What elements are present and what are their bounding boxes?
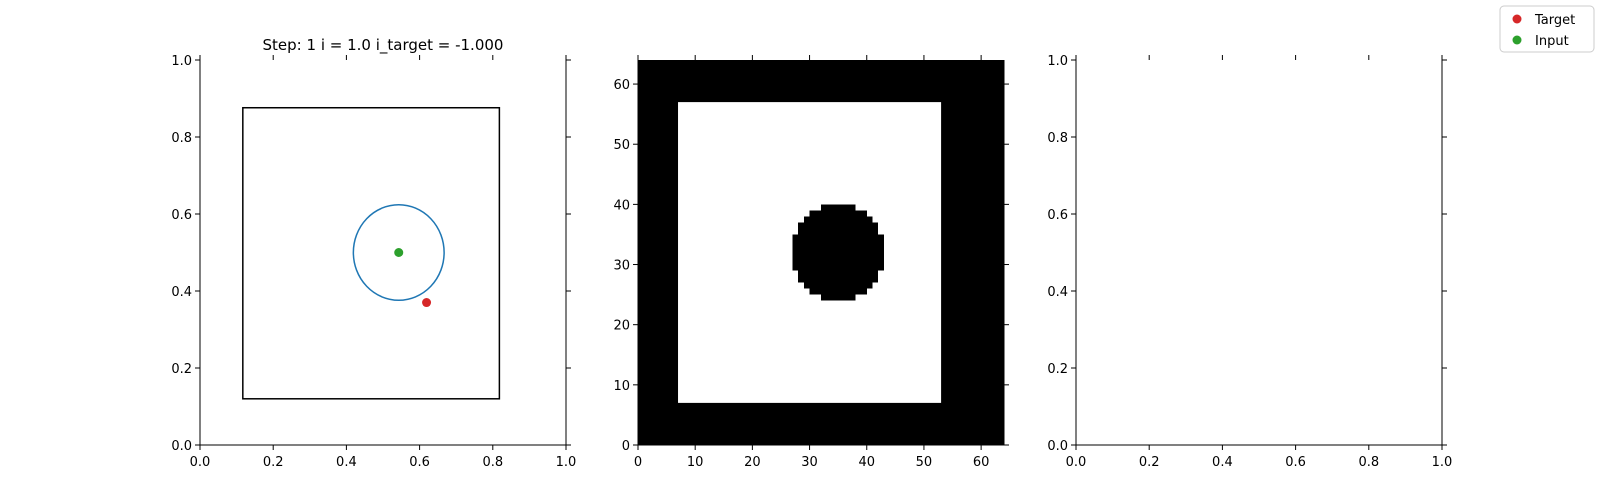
x-tick-label: 0.0 (190, 455, 211, 470)
x-tick-label: 0.8 (482, 455, 503, 470)
panel-occupancy-image: 0 10 20 30 40 50 60 0 10 20 30 40 50 60 (613, 55, 1009, 470)
y-tick-label: 50 (613, 138, 630, 153)
x-tick-label: 0.4 (1212, 455, 1233, 470)
y-tick-label: 20 (613, 319, 630, 334)
legend: Target Input (1499, 5, 1595, 53)
arena-rectangle (242, 106, 501, 400)
y-tick-label: 0.0 (171, 439, 192, 454)
x-tick-label: 1.0 (1432, 455, 1453, 470)
x-tick-label: 0.2 (263, 455, 284, 470)
y-tick-label: 0.8 (1047, 131, 1068, 146)
x-tick-label: 0.6 (409, 455, 430, 470)
legend-box (1499, 5, 1595, 53)
y-tick-label: 40 (613, 198, 630, 213)
x-tick-label: 30 (801, 455, 818, 470)
y-tick-label: 0.6 (1047, 208, 1068, 223)
y-tick-label: 0.4 (1047, 285, 1068, 300)
x-tick-label: 10 (687, 455, 704, 470)
x-tick-label: 20 (744, 455, 761, 470)
legend-label-input: Input (1535, 34, 1569, 49)
x-tick-label: 0.8 (1358, 455, 1379, 470)
x-tick-label: 0 (634, 455, 642, 470)
y-tick-label: 10 (613, 379, 630, 394)
y-tick-label: 0.0 (1047, 439, 1068, 454)
legend-label-target: Target (1534, 13, 1575, 28)
y-tick-label: 0.6 (171, 208, 192, 223)
x-tick-label: 0.0 (1066, 455, 1087, 470)
x-tick-label: 0.2 (1139, 455, 1160, 470)
image-obstacle-disc (792, 204, 884, 301)
y-tick-label: 0.2 (171, 362, 192, 377)
x-tick-label: 50 (916, 455, 933, 470)
x-tick-label: 1.0 (556, 455, 577, 470)
x-tick-label: 40 (858, 455, 875, 470)
y-tick-label: 1.0 (1047, 54, 1068, 69)
legend-marker-input (1512, 35, 1522, 45)
point-input (394, 248, 404, 257)
panel-trajectory: 0.0 0.2 0.4 0.6 0.8 1.0 0.0 0.2 0.4 0.6 0.8 1.0 Step… (171, 36, 576, 470)
x-tick-label: 0.4 (336, 455, 357, 470)
x-tick-label: 0.6 (1285, 455, 1306, 470)
y-tick-label: 1.0 (171, 54, 192, 69)
panel-empty: 0.0 0.2 0.4 0.6 0.8 1.0 0.0 0.2 0.4 0.6 0.8 1.0 (1047, 54, 1452, 470)
y-tick-label: 60 (613, 78, 630, 93)
y-tick-label: 0.2 (1047, 362, 1068, 377)
legend-marker-target (1512, 14, 1522, 24)
y-tick-label: 0 (622, 439, 630, 454)
agent-ellipse (352, 204, 445, 301)
x-tick-label: 60 (973, 455, 990, 470)
y-tick-label: 30 (613, 259, 630, 274)
chart-title: Step: 1 i = 1.0 i_target = -1.000 (263, 36, 504, 55)
y-tick-label: 0.4 (171, 285, 192, 300)
point-target (422, 298, 432, 308)
y-tick-label: 0.8 (171, 131, 192, 146)
